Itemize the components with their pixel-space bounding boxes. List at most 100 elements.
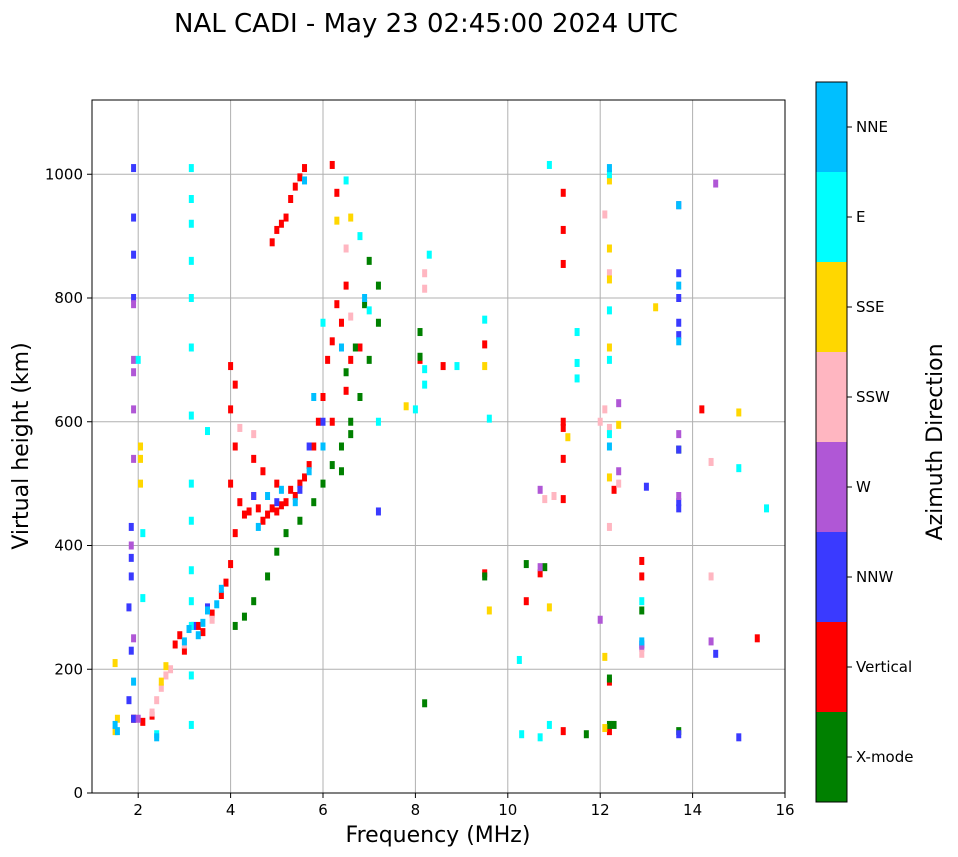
- x-tick-label: 12: [591, 801, 610, 819]
- data-point: [560, 259, 566, 268]
- data-point: [228, 479, 234, 488]
- data-point: [602, 724, 608, 733]
- data-point: [362, 300, 368, 309]
- data-point: [482, 572, 488, 581]
- data-point: [606, 170, 612, 179]
- data-point: [676, 269, 682, 278]
- series-x-mode: [232, 256, 682, 739]
- data-point: [200, 618, 206, 627]
- data-point: [188, 219, 194, 228]
- data-point: [343, 244, 349, 253]
- data-point: [699, 405, 705, 414]
- data-point: [251, 597, 257, 606]
- y-axis-ticks: 0 200 400 600 800 1000: [45, 165, 92, 802]
- data-point: [205, 427, 210, 436]
- colorbar-segment-vertical: [816, 622, 847, 712]
- data-point: [334, 300, 340, 309]
- data-point: [131, 294, 137, 302]
- x-tick-label: 16: [775, 801, 794, 819]
- data-point: [537, 563, 543, 572]
- data-point: [135, 355, 141, 364]
- x-tick-label: 14: [683, 801, 702, 819]
- y-tick-label: 1000: [45, 165, 83, 183]
- colorbar-segment-sse: [816, 262, 847, 352]
- data-point: [260, 467, 266, 476]
- data-point: [188, 597, 194, 606]
- data-point: [560, 225, 566, 234]
- colorbar-segment-ssw: [816, 352, 847, 442]
- data-point: [343, 176, 349, 185]
- data-point: [246, 507, 252, 516]
- data-point: [606, 164, 612, 173]
- data-point: [241, 510, 247, 519]
- data-point: [606, 473, 612, 482]
- data-point: [611, 720, 617, 729]
- data-point: [265, 572, 271, 581]
- data-point: [320, 417, 326, 426]
- data-point: [676, 294, 682, 302]
- data-point: [241, 612, 247, 621]
- data-point: [306, 442, 312, 451]
- series-w: [128, 179, 719, 723]
- data-point: [754, 634, 760, 643]
- data-point: [260, 516, 266, 525]
- y-tick-label: 400: [54, 537, 83, 555]
- data-point: [338, 442, 344, 451]
- data-point: [311, 498, 317, 507]
- data-point: [209, 609, 215, 618]
- data-point: [546, 160, 552, 169]
- series-nnw: [126, 164, 742, 742]
- data-point: [338, 343, 344, 352]
- data-point: [131, 164, 137, 173]
- data-point: [269, 238, 275, 247]
- data-point: [163, 671, 169, 680]
- data-point: [329, 160, 335, 169]
- data-point: [357, 393, 363, 401]
- plot-frame: [91, 99, 786, 794]
- data-point: [708, 457, 714, 466]
- data-point: [172, 640, 178, 649]
- colorbar-segment-e: [816, 172, 847, 262]
- series-vertical: [131, 160, 760, 736]
- data-point: [357, 343, 363, 352]
- data-point: [195, 621, 201, 630]
- data-point: [546, 603, 552, 612]
- data-point: [140, 594, 146, 603]
- data-point: [708, 637, 714, 646]
- data-point: [188, 516, 194, 525]
- data-point: [274, 507, 280, 516]
- data-point: [560, 495, 566, 504]
- data-point: [232, 380, 238, 389]
- data-point: [297, 485, 303, 494]
- data-point: [352, 343, 358, 352]
- data-point: [362, 294, 368, 302]
- colorbar-segment-x-mode: [816, 712, 847, 802]
- data-point: [214, 600, 220, 609]
- data-point: [188, 294, 194, 302]
- y-tick-label: 0: [73, 784, 83, 802]
- data-point: [138, 454, 144, 463]
- data-point: [486, 414, 492, 423]
- data-point: [228, 405, 234, 414]
- series-nne: [112, 164, 682, 742]
- data-point: [643, 482, 649, 491]
- data-point: [606, 423, 612, 432]
- data-point: [606, 720, 612, 729]
- colorbar-tick-label: SSW: [856, 388, 890, 406]
- data-point: [713, 649, 719, 658]
- data-point: [138, 479, 144, 488]
- data-point: [560, 188, 566, 197]
- x-tick-label: 8: [411, 801, 421, 819]
- data-point: [639, 643, 645, 652]
- data-point: [565, 433, 571, 442]
- data-point: [114, 727, 120, 736]
- x-tick-label: 2: [133, 801, 143, 819]
- data-point: [454, 362, 460, 371]
- data-point: [177, 631, 183, 640]
- data-point: [366, 256, 372, 265]
- data-point: [676, 331, 682, 340]
- data-point: [560, 727, 566, 736]
- data-point: [188, 343, 194, 352]
- data-point: [140, 529, 146, 538]
- data-point: [232, 621, 238, 630]
